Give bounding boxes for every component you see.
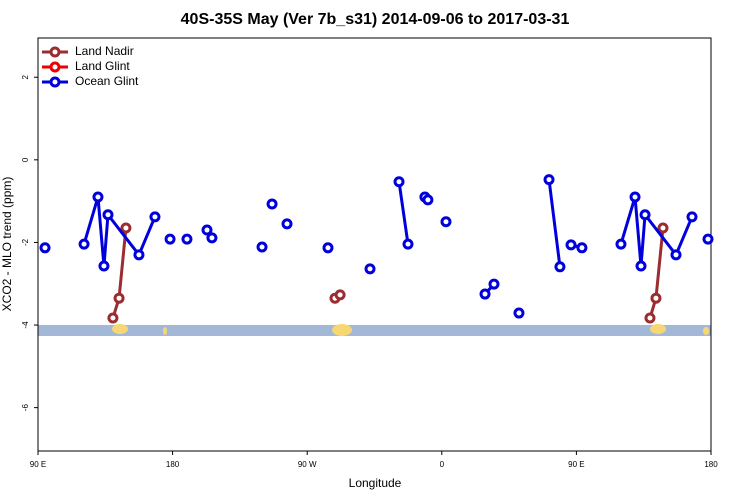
y-tick-label: -4 bbox=[21, 321, 30, 329]
data-point bbox=[393, 176, 405, 188]
legend-swatch-marker bbox=[49, 76, 61, 88]
data-point bbox=[488, 278, 500, 290]
data-point bbox=[644, 312, 656, 324]
series-line bbox=[84, 180, 708, 294]
plot-frame bbox=[37, 37, 712, 452]
data-point bbox=[440, 216, 452, 228]
data-point bbox=[39, 242, 51, 254]
y-tick-label: -6 bbox=[21, 404, 30, 412]
data-point bbox=[422, 194, 434, 206]
legend-label: Land Glint bbox=[75, 59, 130, 73]
x-tick-label: 180 bbox=[166, 460, 180, 469]
data-point bbox=[543, 174, 555, 186]
data-point bbox=[670, 249, 682, 261]
data-point bbox=[657, 222, 669, 234]
data-point bbox=[322, 242, 334, 254]
data-point bbox=[149, 211, 161, 223]
x-tick-label: 90 E bbox=[568, 460, 584, 469]
data-point bbox=[629, 191, 641, 203]
y-tick-label: 2 bbox=[21, 74, 30, 79]
data-point bbox=[635, 260, 647, 272]
data-point bbox=[92, 191, 104, 203]
data-point bbox=[281, 218, 293, 230]
data-point bbox=[120, 222, 132, 234]
chart-title: 40S-35S May (Ver 7b_s31) 2014-09-06 to 2… bbox=[181, 11, 570, 28]
x-tick-label: 180 bbox=[704, 460, 718, 469]
legend-label: Ocean Glint bbox=[75, 74, 139, 88]
y-tick-label: 0 bbox=[21, 157, 30, 162]
x-tick-label: 0 bbox=[440, 460, 445, 469]
data-point bbox=[164, 233, 176, 245]
data-point bbox=[402, 238, 414, 250]
data-point bbox=[364, 263, 376, 275]
data-point bbox=[576, 242, 588, 254]
x-tick-label: 90 W bbox=[298, 460, 317, 469]
legend-label: Land Nadir bbox=[75, 44, 134, 58]
data-point bbox=[334, 289, 346, 301]
y-tick-label: -2 bbox=[21, 238, 30, 246]
land-mass bbox=[703, 327, 709, 335]
data-point bbox=[98, 260, 110, 272]
data-point bbox=[266, 198, 278, 210]
land-mass bbox=[650, 324, 666, 334]
data-point bbox=[201, 224, 213, 236]
data-point bbox=[133, 249, 145, 261]
ocean-band bbox=[38, 325, 711, 336]
data-point bbox=[78, 238, 90, 250]
data-point bbox=[615, 238, 627, 250]
data-point bbox=[107, 312, 119, 324]
legend-swatch-marker bbox=[49, 61, 61, 73]
y-axis-label: XCO2 - MLO trend (ppm) bbox=[0, 177, 14, 312]
data-point bbox=[702, 233, 714, 245]
data-point bbox=[639, 209, 651, 221]
data-point bbox=[181, 233, 193, 245]
data-point bbox=[206, 232, 218, 244]
data-point bbox=[554, 261, 566, 273]
data-point bbox=[479, 288, 491, 300]
data-point bbox=[565, 239, 577, 251]
data-point bbox=[686, 211, 698, 223]
data-point bbox=[113, 292, 125, 304]
legend-swatch-marker bbox=[49, 46, 61, 58]
land-mass bbox=[112, 324, 128, 334]
data-point bbox=[650, 292, 662, 304]
data-point bbox=[513, 307, 525, 319]
x-axis-label: Longitude bbox=[349, 476, 402, 490]
x-tick-label: 90 E bbox=[30, 460, 46, 469]
data-point bbox=[256, 241, 268, 253]
land-mass bbox=[332, 324, 352, 336]
data-point bbox=[102, 209, 114, 221]
land-mass bbox=[163, 327, 167, 335]
series-line bbox=[111, 227, 665, 319]
